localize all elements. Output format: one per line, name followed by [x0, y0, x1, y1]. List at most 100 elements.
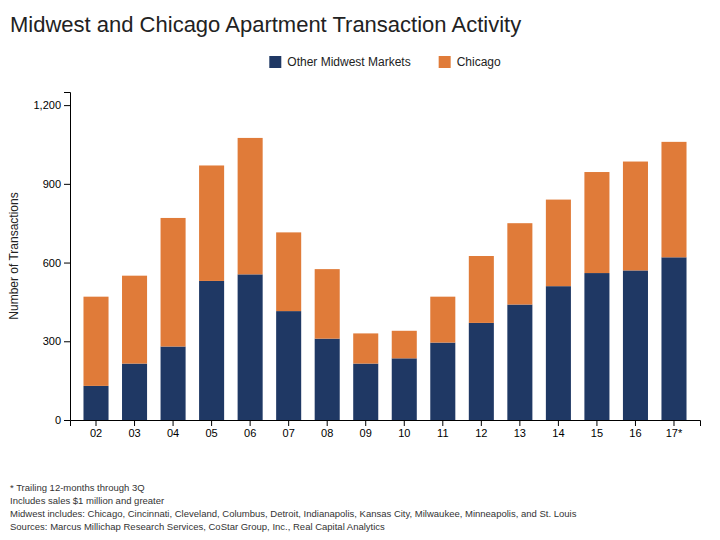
- bar: [238, 274, 263, 420]
- bars: [83, 138, 686, 420]
- tick: 600: [43, 257, 70, 269]
- x-axis: 02030405060708091011121314151617*: [71, 420, 701, 439]
- bar: [276, 311, 301, 420]
- tick-mark: [404, 420, 405, 426]
- tick-label: 03: [128, 427, 140, 439]
- tick-mark: [673, 420, 674, 426]
- tick: 09: [360, 420, 372, 439]
- tick-label: 0: [55, 414, 61, 426]
- tick-mark: [288, 420, 289, 426]
- tick-label: 17*: [666, 427, 683, 439]
- tick-label: 15: [591, 427, 603, 439]
- bar: [661, 257, 686, 420]
- title: Midwest and Chicago Apartment Transactio…: [10, 12, 521, 37]
- bar: [430, 297, 455, 343]
- legend-swatch: [439, 56, 451, 68]
- tick-mark: [327, 420, 328, 426]
- bar: [507, 223, 532, 304]
- bar: [238, 138, 263, 274]
- bar: [469, 256, 494, 323]
- bar: [315, 269, 340, 339]
- bar: [276, 232, 301, 311]
- tick-label: 13: [514, 427, 526, 439]
- footnote: Midwest includes: Chicago, Cincinnati, C…: [10, 508, 577, 519]
- axis-line: [71, 421, 701, 427]
- bar: [199, 281, 224, 420]
- tick: 300: [43, 335, 70, 347]
- tick-mark: [558, 420, 559, 426]
- tick-mark: [64, 105, 70, 106]
- tick-mark: [442, 420, 443, 426]
- tick: 16: [629, 420, 641, 439]
- bar: [83, 386, 108, 420]
- bar: [83, 297, 108, 386]
- bar: [122, 364, 147, 420]
- bar: [161, 218, 186, 347]
- footnote: Sources: Marcus Millichap Research Servi…: [10, 521, 385, 532]
- bar: [353, 364, 378, 420]
- tick: 03: [128, 420, 140, 439]
- tick-label: 06: [244, 427, 256, 439]
- bar: [507, 305, 532, 420]
- footnote: * Trailing 12-months through 3Q: [10, 482, 145, 493]
- bar: [584, 172, 609, 273]
- tick-mark: [519, 420, 520, 426]
- tick-mark: [64, 263, 70, 264]
- bar: [623, 162, 648, 271]
- tick-mark: [173, 420, 174, 426]
- chart: Midwest and Chicago Apartment Transactio…: [0, 0, 720, 540]
- tick-label: 10: [398, 427, 410, 439]
- legend-item: Other Midwest Markets: [269, 55, 410, 69]
- plot: 02030405060708091011121314151617*0300600…: [7, 93, 701, 439]
- bar: [469, 323, 494, 420]
- bar: [661, 142, 686, 257]
- bar: [392, 331, 417, 359]
- legend-item: Chicago: [439, 55, 501, 69]
- bar: [353, 333, 378, 363]
- bar: [584, 273, 609, 420]
- tick-label: 11: [437, 427, 448, 439]
- tick-mark: [365, 420, 366, 426]
- bar: [430, 343, 455, 420]
- axis-title: Number of Transactions: [7, 192, 21, 319]
- tick-label: 1,200: [33, 99, 61, 111]
- series: [83, 138, 686, 386]
- bar: [623, 270, 648, 420]
- tick-mark: [64, 420, 70, 421]
- bar: [392, 358, 417, 420]
- tick-label: 14: [552, 427, 564, 439]
- tick: 14: [552, 420, 564, 439]
- tick: 07: [283, 420, 295, 439]
- tick-mark: [596, 420, 597, 426]
- bar: [199, 165, 224, 280]
- tick-mark: [96, 420, 97, 426]
- tick: 17*: [666, 420, 683, 439]
- tick: 900: [43, 178, 70, 190]
- tick-mark: [64, 184, 70, 185]
- tick-label: 02: [90, 427, 102, 439]
- tick: 05: [205, 420, 217, 439]
- tick-label: 04: [167, 427, 179, 439]
- tick-mark: [250, 420, 251, 426]
- tick-label: 05: [205, 427, 217, 439]
- tick-label: 600: [43, 257, 61, 269]
- axis-line: [64, 93, 71, 421]
- tick-mark: [211, 420, 212, 426]
- tick: 0: [55, 414, 70, 426]
- tick: 04: [167, 420, 179, 439]
- tick-mark: [635, 420, 636, 426]
- legend: Other Midwest Markets Chicago: [269, 55, 501, 69]
- tick-label: 300: [43, 335, 61, 347]
- tick: 02: [90, 420, 102, 439]
- tick: 13: [514, 420, 526, 439]
- legend-label: Other Midwest Markets: [287, 55, 410, 69]
- tick: 11: [437, 420, 448, 439]
- bar: [546, 200, 571, 287]
- tick-label: 900: [43, 178, 61, 190]
- footnotes: * Trailing 12-months through 3QIncludes …: [10, 482, 577, 532]
- tick: 10: [398, 420, 410, 439]
- tick: 15: [591, 420, 603, 439]
- tick-label: 12: [475, 427, 487, 439]
- bar: [161, 347, 186, 420]
- bar: [315, 339, 340, 420]
